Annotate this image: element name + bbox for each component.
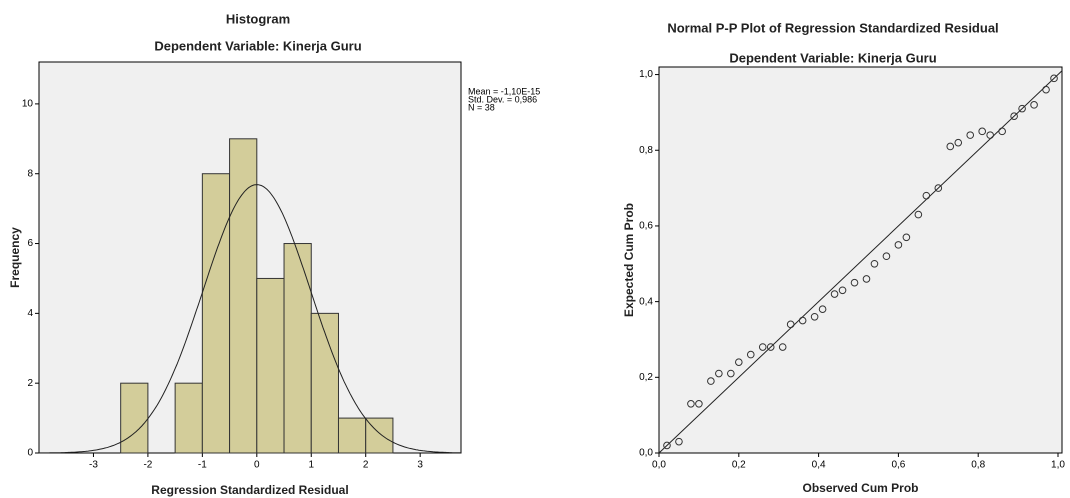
bar	[121, 383, 148, 453]
y-tick-label: 1,0	[639, 69, 653, 80]
y-tick-label: 0	[27, 448, 33, 459]
x-tick-label: 2	[363, 460, 369, 471]
x-tick-label: 0,6	[891, 460, 905, 471]
bar	[257, 278, 284, 453]
x-tick-label: -2	[143, 460, 152, 471]
charts: Histogram Dependent Variable: Kinerja Gur…	[0, 0, 1070, 498]
x-axis-title: Regression Standardized Residual	[151, 483, 348, 497]
y-tick-label: 0,8	[639, 145, 653, 156]
bar	[338, 418, 365, 453]
chart-subtitle: Dependent Variable: Kinerja Guru	[154, 38, 361, 53]
x-tick-label: 0,0	[652, 460, 666, 471]
x-tick-label: -3	[89, 460, 98, 471]
x-tick-label: 1,0	[1051, 460, 1065, 471]
y-tick-label: 10	[22, 99, 34, 110]
y-tick-label: 2	[27, 378, 33, 389]
bar	[311, 313, 338, 453]
bar	[284, 244, 311, 453]
y-tick-label: 0,0	[639, 448, 653, 459]
x-tick-label: -1	[198, 460, 207, 471]
stat-label: N = 38	[468, 102, 495, 112]
y-tick-label: 0,2	[639, 372, 653, 383]
y-tick-label: 6	[27, 238, 33, 249]
chart-title: Histogram	[226, 11, 290, 26]
x-tick-label: 0	[254, 460, 260, 471]
y-axis-title: Frequency	[8, 227, 22, 288]
x-tick-label: 0,4	[812, 460, 826, 471]
x-tick-label: 1	[308, 460, 314, 471]
y-axis-title: Expected Cum Prob	[622, 203, 636, 317]
x-axis-title: Observed Cum Prob	[802, 481, 918, 495]
x-tick-label: 0,2	[732, 460, 746, 471]
chart-subtitle: Dependent Variable: Kinerja Guru	[729, 50, 936, 65]
chart-title: Normal P-P Plot of Regression Standardiz…	[667, 20, 998, 35]
y-tick-label: 0,6	[639, 221, 653, 232]
x-tick-label: 0,8	[971, 460, 985, 471]
y-tick-label: 4	[27, 308, 33, 319]
y-tick-label: 8	[27, 168, 33, 179]
bar	[175, 383, 202, 453]
x-tick-label: 3	[417, 460, 423, 471]
y-tick-label: 0,4	[639, 296, 653, 307]
page: {"chart_data": [ {"type": "histogram", "…	[0, 0, 1070, 498]
bar	[202, 174, 229, 453]
